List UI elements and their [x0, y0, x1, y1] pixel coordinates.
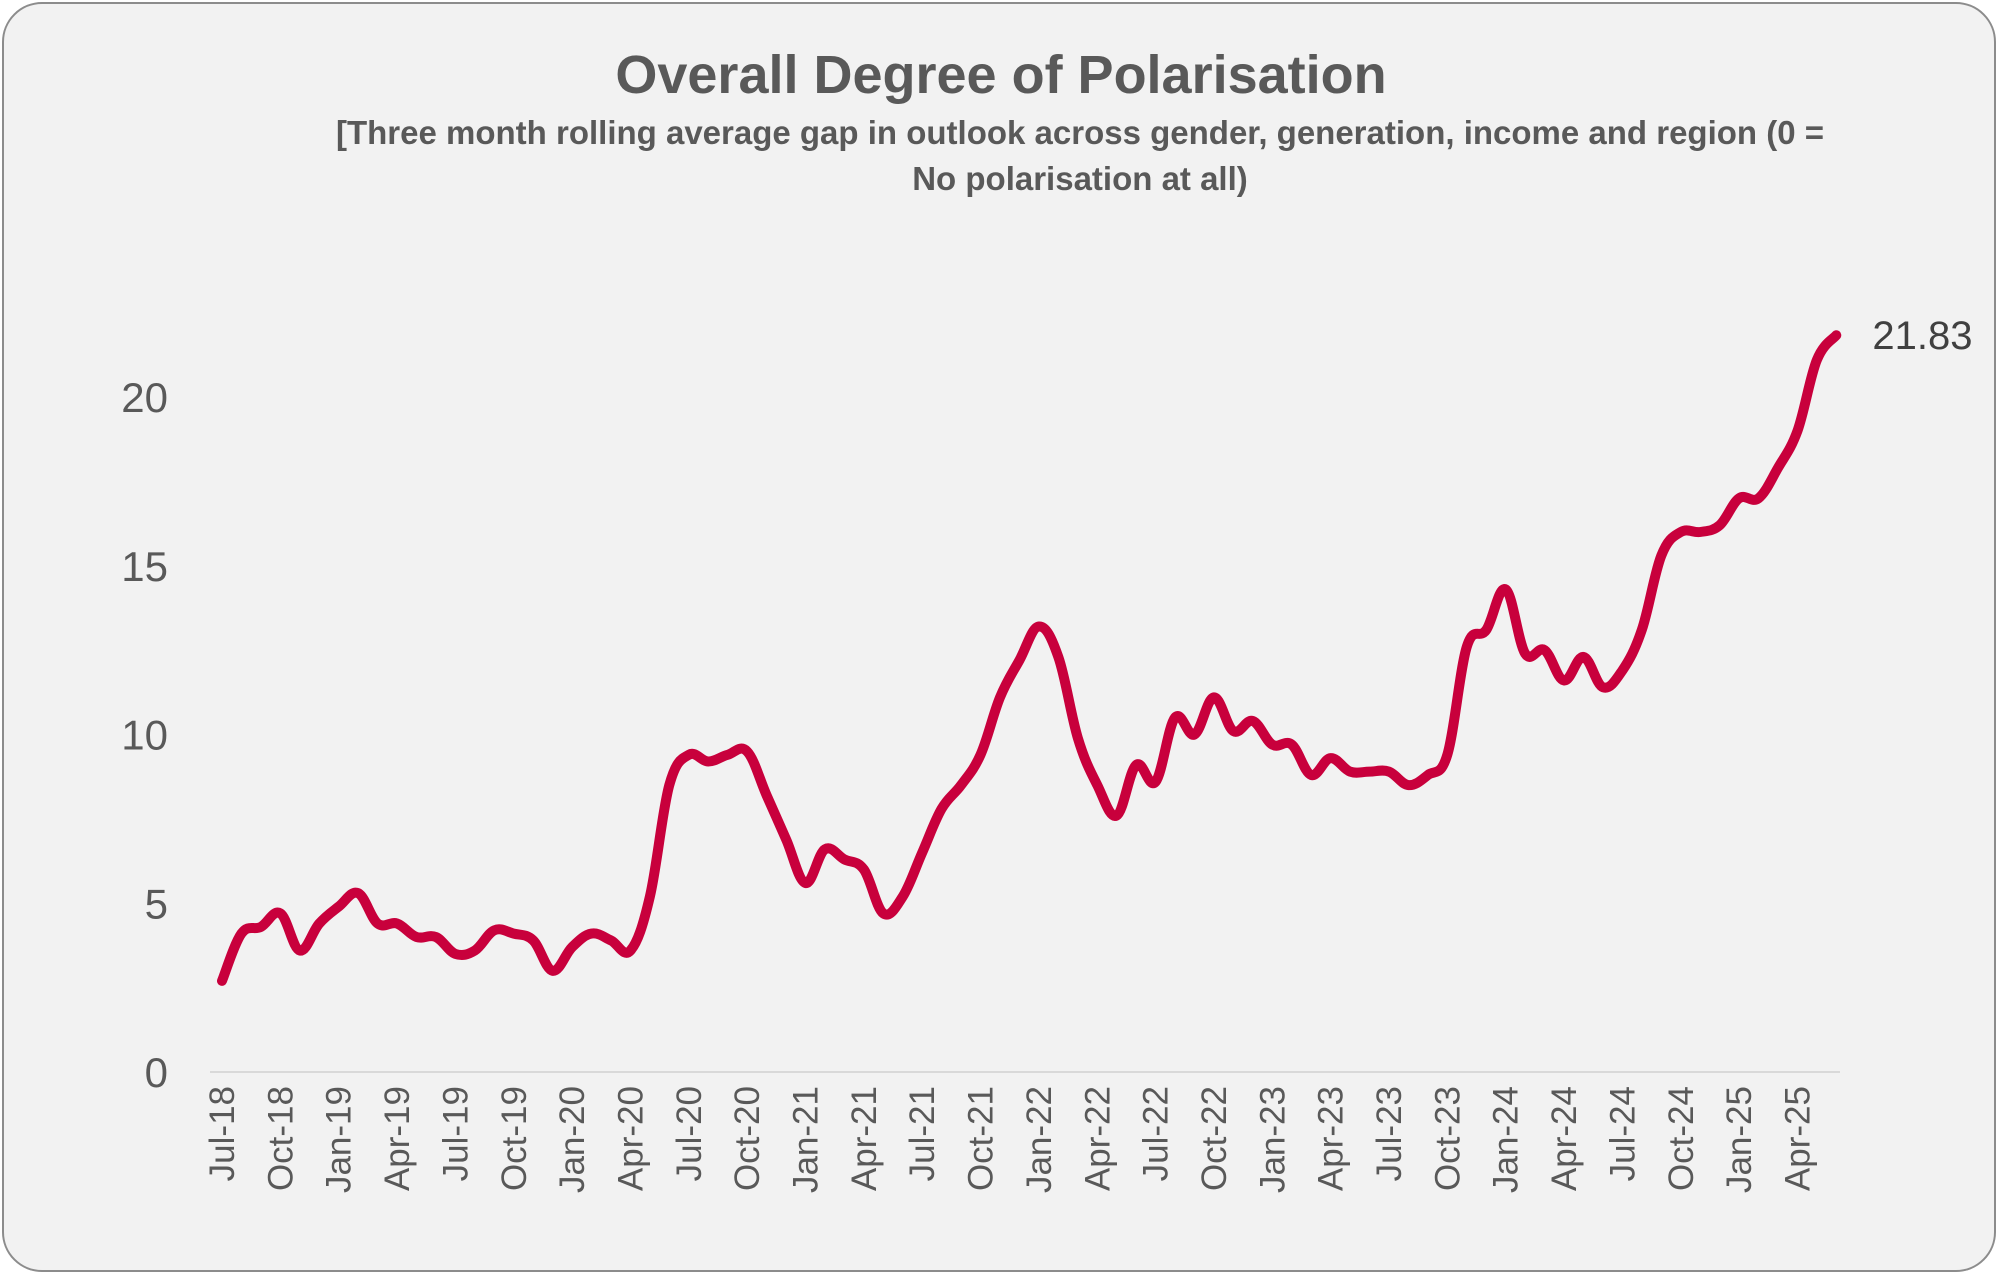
x-tick-label: Jul-20 — [670, 1086, 709, 1181]
x-tick-label: Jul-23 — [1370, 1086, 1409, 1181]
x-tick-label: Jan-23 — [1253, 1086, 1292, 1193]
x-axis-tick-labels: Jul-18 Oct-18 Jan-19 Apr-19 Jul-19 Oct-19 Jan-… — [203, 1086, 1817, 1193]
x-tick-label: Oct-22 — [1195, 1086, 1234, 1191]
end-value-label: 21.83 — [1872, 314, 1972, 358]
x-tick-label: Jan-24 — [1487, 1086, 1526, 1193]
y-tick-label: 10 — [121, 712, 168, 759]
x-tick-label: Oct-21 — [962, 1086, 1001, 1191]
x-tick-label: Jan-25 — [1720, 1086, 1759, 1193]
x-tick-label: Oct-23 — [1428, 1086, 1467, 1191]
x-tick-label: Apr-19 — [378, 1086, 417, 1191]
chart-subtitle: [Three month rolling average gap in outl… — [335, 114, 1825, 197]
x-tick-label: Jan-20 — [553, 1086, 592, 1193]
x-tick-label: Jan-22 — [1020, 1086, 1059, 1193]
y-tick-label: 20 — [121, 374, 168, 421]
x-tick-label: Jul-18 — [203, 1086, 242, 1181]
x-tick-label: Jul-21 — [903, 1086, 942, 1181]
x-tick-label: Apr-23 — [1312, 1086, 1351, 1191]
y-axis: 0 5 10 15 20 — [121, 374, 168, 1096]
x-tick-label: Jul-19 — [436, 1086, 475, 1181]
x-tick-label: Apr-21 — [845, 1086, 884, 1191]
y-tick-label: 5 — [145, 880, 168, 927]
x-tick-label: Jul-24 — [1603, 1086, 1642, 1181]
x-tick-label: Oct-18 — [261, 1086, 300, 1191]
data-labels: 21.83 — [1872, 314, 1972, 358]
x-tick-label: Apr-20 — [611, 1086, 650, 1191]
x-tick-label: Apr-22 — [1078, 1086, 1117, 1191]
x-tick-label: Oct-20 — [728, 1086, 767, 1191]
x-tick-label: Oct-24 — [1662, 1086, 1701, 1191]
y-tick-label: 0 — [145, 1049, 168, 1096]
x-tick-label: Apr-25 — [1778, 1086, 1817, 1191]
x-tick-label: Jul-22 — [1137, 1086, 1176, 1181]
x-tick-label: Apr-24 — [1545, 1086, 1584, 1191]
x-tick-label: Jan-19 — [320, 1086, 359, 1193]
chart-title: Overall Degree of Polarisation — [615, 45, 1387, 105]
x-tick-label: Jan-21 — [787, 1086, 826, 1193]
series-line — [217, 330, 1842, 986]
y-tick-label: 15 — [121, 543, 168, 590]
x-tick-label: Oct-19 — [495, 1086, 534, 1191]
series-layer — [217, 330, 1842, 986]
